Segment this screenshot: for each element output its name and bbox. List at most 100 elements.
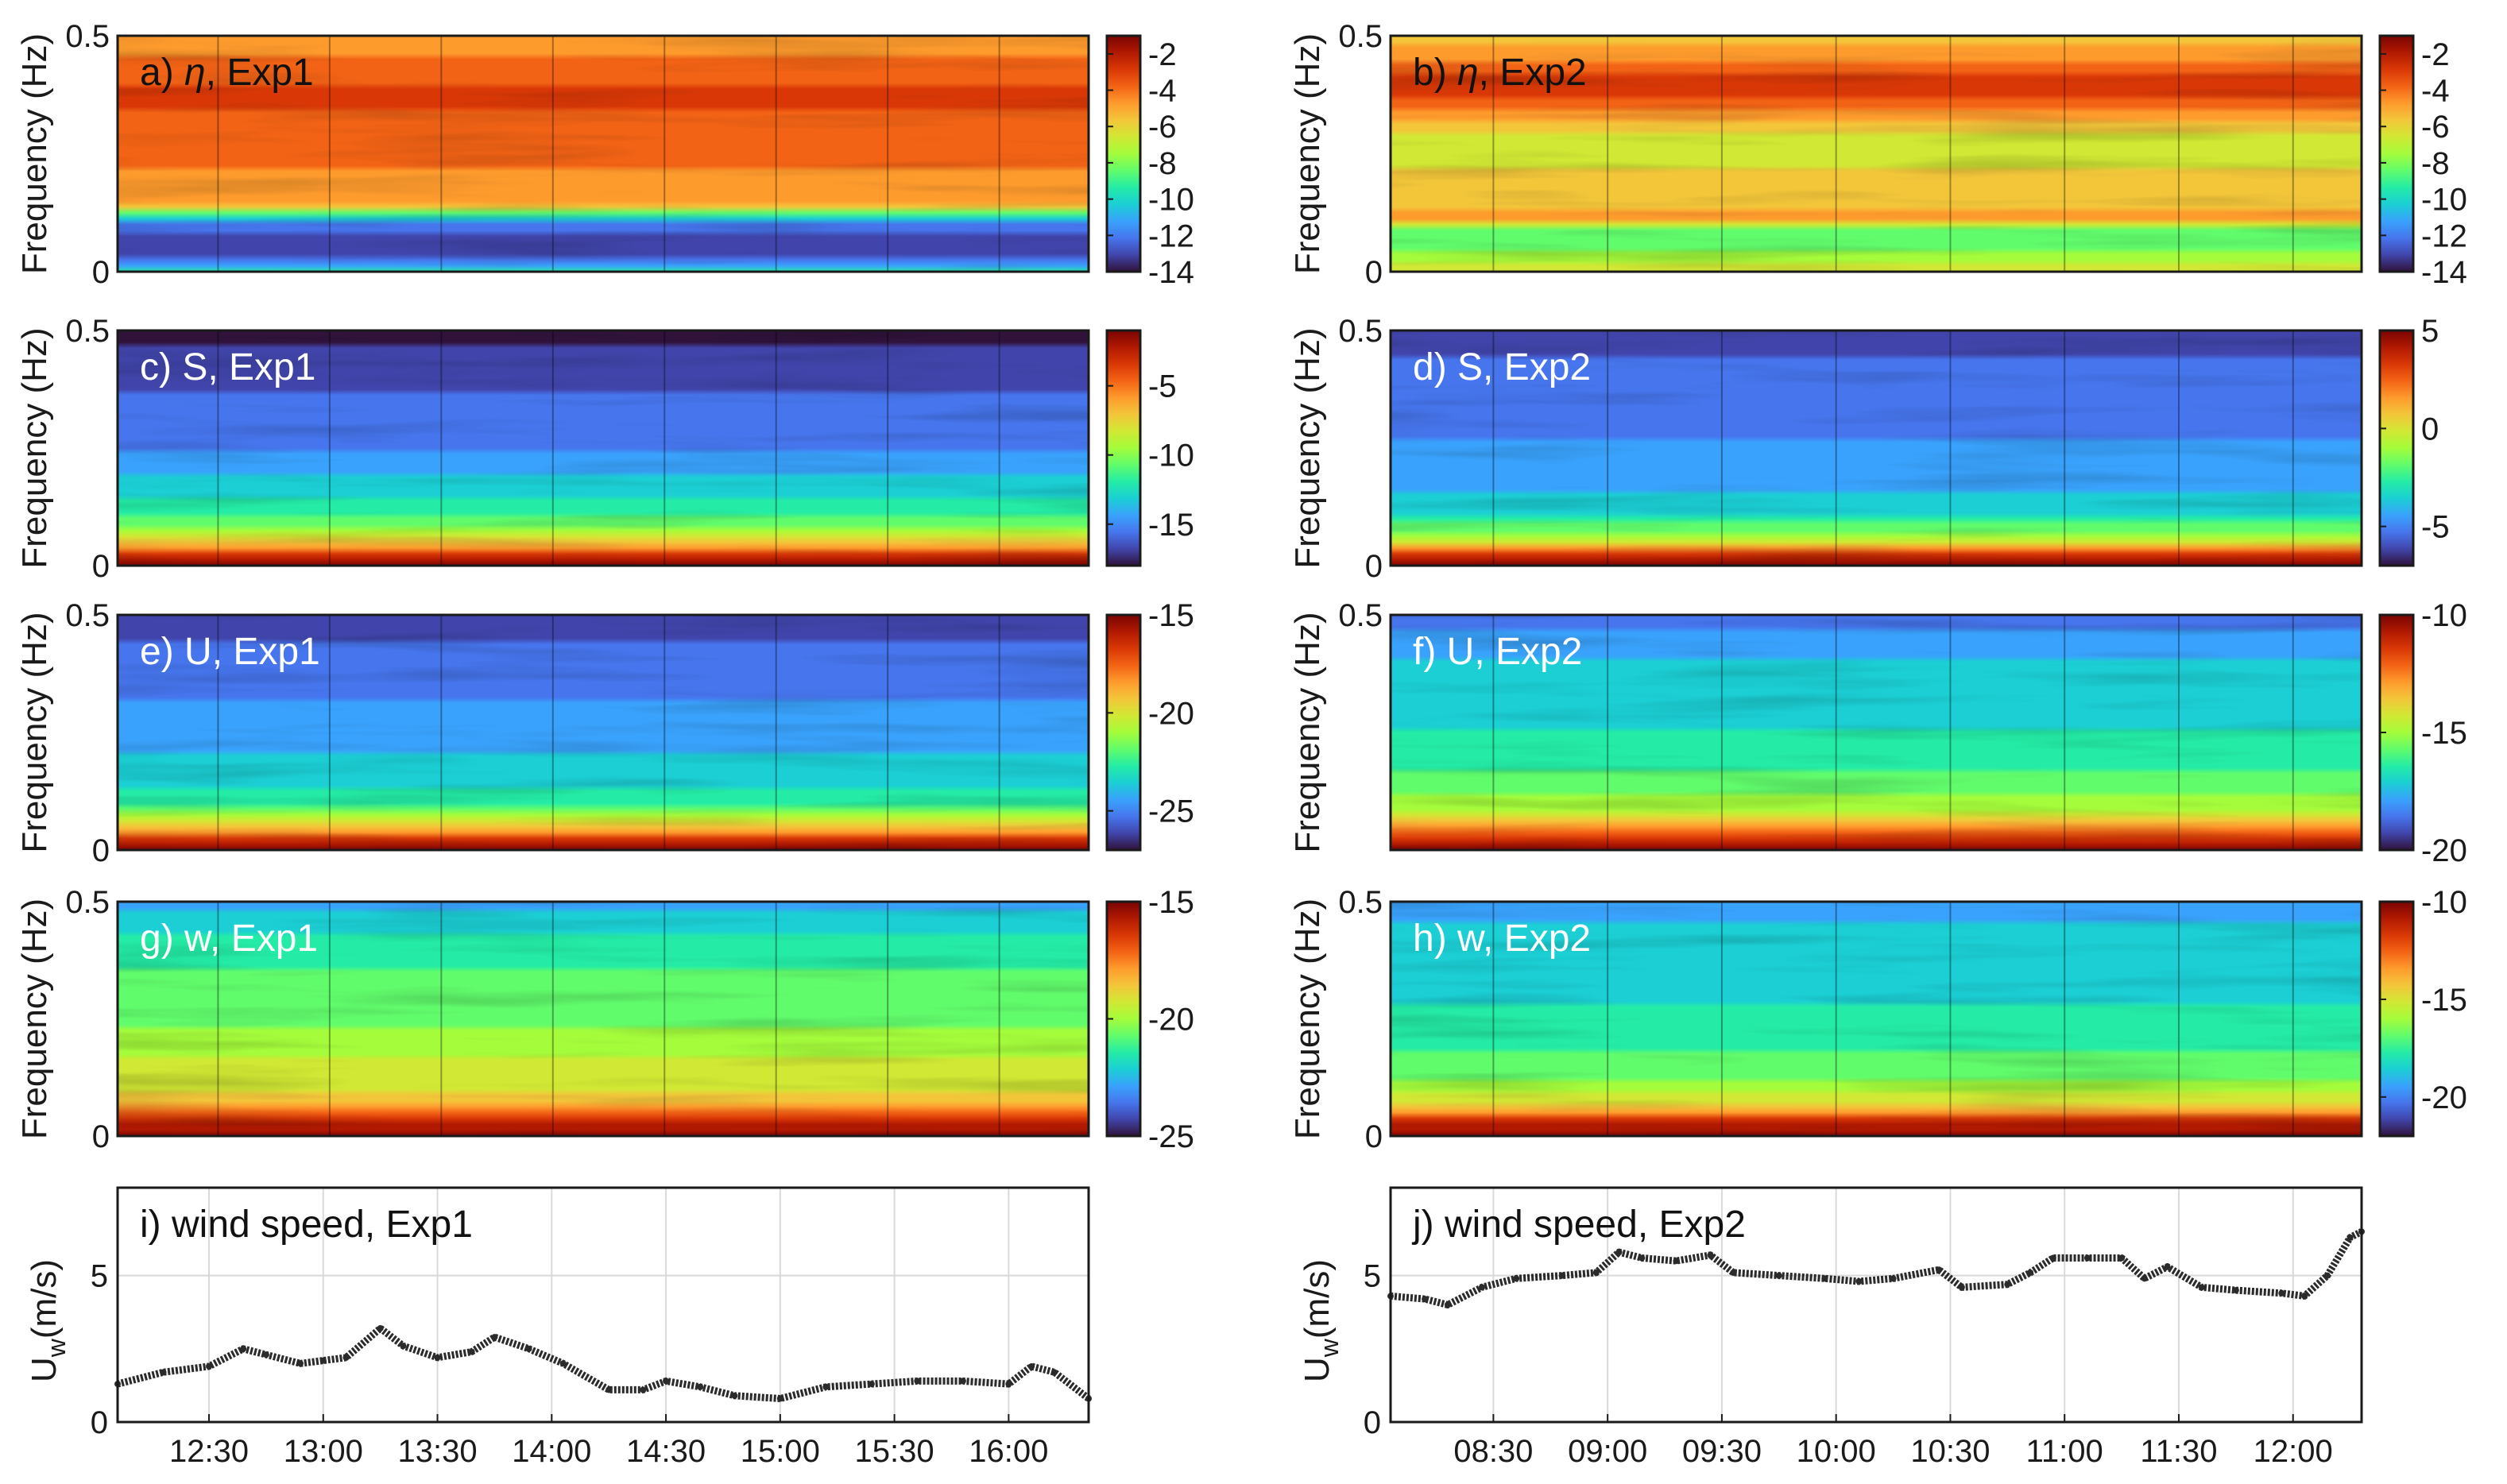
y-axis-label: Frequency (Hz)	[15, 33, 54, 274]
axes-frame	[1389, 613, 2363, 852]
axes-frame	[116, 1186, 1090, 1424]
panel-e: 0 0.5 Frequency (Hz) e) U, Exp1 -15 -20 -25	[15, 598, 1194, 868]
panel-label: c) S, Exp1	[140, 346, 315, 388]
wind-speed-point	[2004, 1281, 2011, 1288]
panel-label-suffix: , Exp2	[1474, 631, 1582, 673]
y-axis-label-unit: (m/s)	[25, 1259, 64, 1339]
wind-speed-point	[2049, 1254, 2056, 1262]
heatmap-texture	[118, 902, 1089, 1136]
wind-speed-point	[2027, 1269, 2034, 1276]
colorbar-tick-label: -25	[1148, 1119, 1194, 1154]
heatmap-texture	[118, 36, 1089, 272]
panel-i: 12:30 13:00 13:30 14:00 14:30 15:00 15:30 16:00…	[25, 1186, 1092, 1469]
wind-speed-line	[1390, 1228, 2364, 1308]
x-tick-label: 15:30	[855, 1434, 934, 1469]
wind-speed-point	[2323, 1272, 2331, 1279]
x-tick-label: 14:00	[512, 1434, 591, 1469]
y-tick-label: 0	[1364, 1405, 1381, 1440]
axes-frame	[1389, 329, 2363, 567]
colorbar-tick-label: -20	[2421, 833, 2467, 868]
colorbar-tick-label: -15	[2421, 716, 2467, 751]
panel-label-prefix: c) S	[140, 346, 207, 388]
heatmap-texture	[1391, 902, 2362, 1136]
plot-area	[1391, 1188, 2362, 1422]
panel-h: 0 0.5 Frequency (Hz) h) w, Exp2 -10 -15 -20	[1288, 885, 2467, 1154]
heatmap-texture	[1391, 36, 2362, 272]
heatmap-texture	[118, 615, 1089, 850]
y-tick-label: 0	[1365, 255, 1383, 290]
panel-label-suffix: , Exp2	[1483, 346, 1591, 388]
y-tick-label: 0	[91, 1405, 108, 1440]
y-tick-label: 0	[92, 1119, 110, 1154]
colorbar-tick-label: -2	[1148, 37, 1177, 72]
wind-speed-point	[822, 1383, 830, 1390]
colorbar	[2380, 902, 2413, 1136]
x-tick-label: 12:30	[169, 1434, 249, 1469]
colorbar-tick-label: 0	[2421, 412, 2439, 446]
colorbar-tick-label: -5	[1148, 369, 1177, 404]
panel-label: a) η, Exp1	[140, 52, 314, 94]
wind-speed-point	[959, 1378, 966, 1385]
colorbar-frame	[2378, 34, 2415, 273]
y-tick-label: 0.5	[65, 19, 110, 54]
wind-speed-point	[2278, 1289, 2285, 1297]
x-tick-label: 08:30	[1453, 1434, 1533, 1469]
panel-label-prefix: f) U	[1413, 631, 1474, 673]
y-tick-label: 0.5	[1338, 598, 1383, 633]
y-tick-label: 5	[1364, 1259, 1381, 1294]
wind-speed-point	[776, 1395, 783, 1402]
y-tick-label: 0.5	[65, 314, 110, 349]
panel-label: f) U, Exp2	[1413, 631, 1582, 673]
colorbar-tick-label: -25	[1148, 794, 1194, 829]
wind-speed-point	[1890, 1275, 1897, 1282]
wind-speed-point	[914, 1378, 921, 1385]
colorbar	[2380, 330, 2413, 566]
panel-label-suffix: , Exp1	[206, 52, 314, 94]
panel-label-prefix: e) U	[140, 631, 212, 673]
wind-speed-point	[1730, 1269, 1737, 1276]
y-axis-label-sub: w	[1315, 1338, 1344, 1358]
colorbar-tick-label: -10	[2421, 885, 2467, 920]
wind-speed-point	[1513, 1275, 1520, 1282]
panel-label-prefix: d) S	[1413, 346, 1483, 388]
colorbar-tick-label: -20	[2421, 1080, 2467, 1115]
colorbar-tick-label: -10	[2421, 183, 2467, 218]
panel-label-suffix: , Exp2	[1483, 918, 1591, 960]
panel-g: 0 0.5 Frequency (Hz) g) w, Exp1 -15 -20 -25	[15, 885, 1194, 1154]
colorbar-tick-label: -5	[2421, 510, 2450, 545]
wind-speed-point	[663, 1378, 670, 1385]
panel-label-symbol: η	[184, 52, 206, 94]
x-tick-label: 09:00	[1568, 1434, 1647, 1469]
y-axis-label: Frequency (Hz)	[1288, 33, 1327, 274]
axes-frame	[1389, 34, 2363, 273]
axes-frame	[116, 329, 1090, 567]
colorbar	[1107, 36, 1140, 272]
panel-label: j) wind speed, Exp2	[1411, 1204, 1746, 1246]
x-tick-label: 13:30	[397, 1434, 477, 1469]
y-axis-label: Uw(m/s)	[25, 1259, 71, 1382]
wind-speed-point	[640, 1386, 647, 1393]
wind-speed-point	[1444, 1301, 1451, 1308]
y-axis-label: Frequency (Hz)	[15, 612, 54, 852]
wind-speed-point	[697, 1383, 704, 1390]
colorbar-tick-label: -10	[2421, 598, 2467, 633]
panel-label: e) U, Exp1	[140, 631, 320, 673]
wind-speed-point	[1592, 1269, 1600, 1276]
colorbar-frame	[1105, 34, 1142, 273]
wind-speed-point	[297, 1360, 304, 1367]
wind-speed-point	[491, 1334, 498, 1341]
panel-label-suffix: , Exp1	[212, 631, 320, 673]
panel-label-prefix: a)	[140, 52, 184, 94]
wind-speed-point	[1479, 1284, 1486, 1291]
y-tick-label: 0	[1365, 549, 1383, 584]
wind-speed-point	[2164, 1263, 2171, 1270]
colorbar-tick-label: -15	[1148, 885, 1194, 920]
colorbar-tick-label: -20	[1148, 696, 1194, 731]
panel-c: 0 0.5 Frequency (Hz) c) S, Exp1 -5 -10 -15	[15, 314, 1194, 584]
wind-speed-point	[559, 1360, 567, 1367]
panel-label: b) η, Exp2	[1413, 52, 1587, 94]
y-axis-label: Frequency (Hz)	[15, 899, 54, 1139]
panel-label-suffix: , Exp1	[207, 346, 315, 388]
